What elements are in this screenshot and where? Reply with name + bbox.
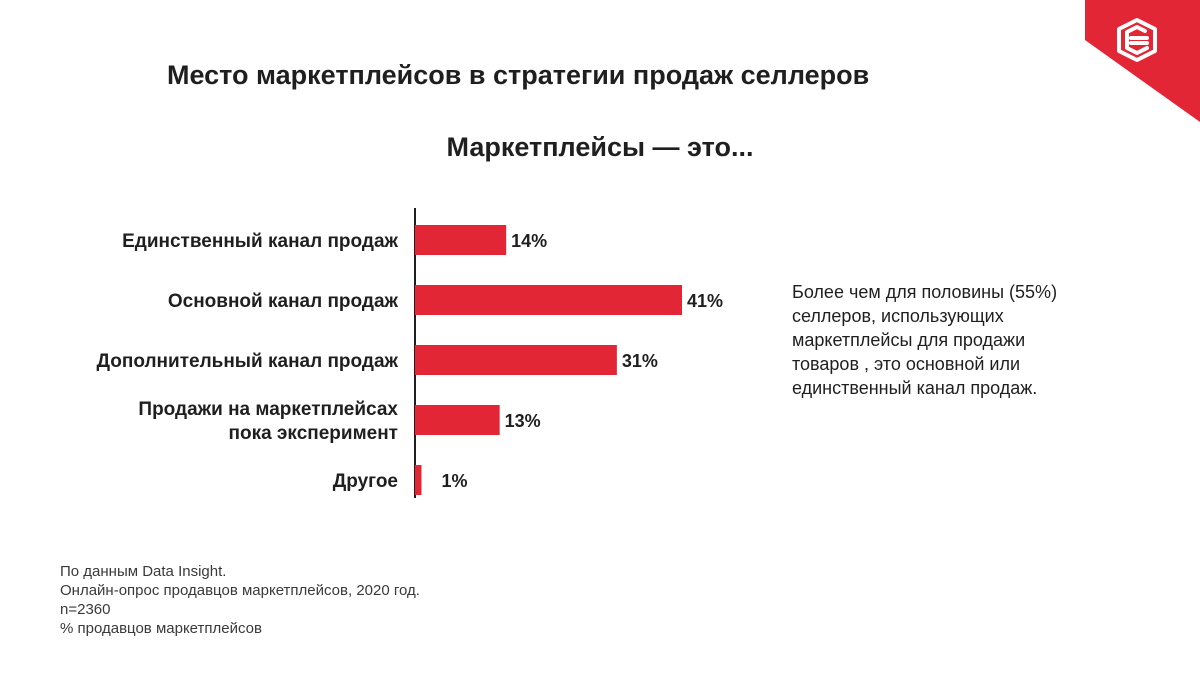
note-line: маркетплейсы для продажи: [792, 330, 1026, 350]
note-line: товаров , это основной или: [792, 354, 1020, 374]
logo-corner-background: [1085, 0, 1200, 122]
bar-value-label-2: 41%: [687, 291, 723, 311]
bar-3: [415, 345, 617, 375]
category-label-3: Дополнительный канал продаж: [97, 351, 399, 372]
category-label-4-line-2: пока эксперимент: [229, 423, 399, 444]
insight-note: Более чем для половины (55%) селлеров, и…: [792, 280, 1122, 400]
category-label-1: Единственный канал продаж: [122, 231, 398, 252]
source-line: Онлайн-опрос продавцов маркетплейсов, 20…: [60, 582, 420, 599]
page-title: Место маркетплейсов в стратегии продаж с…: [167, 60, 870, 90]
bar-value-label-4: 13%: [505, 411, 541, 431]
note-line: селлеров, использующих: [792, 306, 1004, 326]
source-notes: По данным Data Insight. Онлайн-опрос про…: [60, 562, 620, 638]
category-label-4-line-1: Продажи на маркетплейсах: [138, 399, 398, 420]
category-label-5: Другое: [333, 471, 398, 492]
bar-5: [415, 465, 422, 495]
bar-1: [415, 225, 507, 255]
source-line: n=2360: [60, 601, 111, 618]
note-line: Более чем для половины (55%): [792, 282, 1058, 302]
note-line: единственный канал продаж.: [792, 378, 1038, 398]
bar-4: [415, 405, 500, 435]
category-label-2: Основной канал продаж: [168, 291, 399, 312]
logo-corner: [1085, 0, 1200, 122]
source-line: По данным Data Insight.: [60, 563, 227, 580]
bar-value-label-5: 1%: [442, 471, 468, 491]
source-line: % продавцов маркетплейсов: [60, 620, 262, 637]
bar-2: [415, 285, 682, 315]
data-insight-logo-icon: [1117, 18, 1157, 62]
chart-subtitle: Маркетплейсы — это...: [446, 132, 754, 162]
bar-chart: 14% Единственный канал продаж 41% Основной …: [97, 208, 723, 498]
bar-value-label-1: 14%: [511, 231, 547, 251]
bar-value-label-3: 31%: [622, 351, 658, 371]
